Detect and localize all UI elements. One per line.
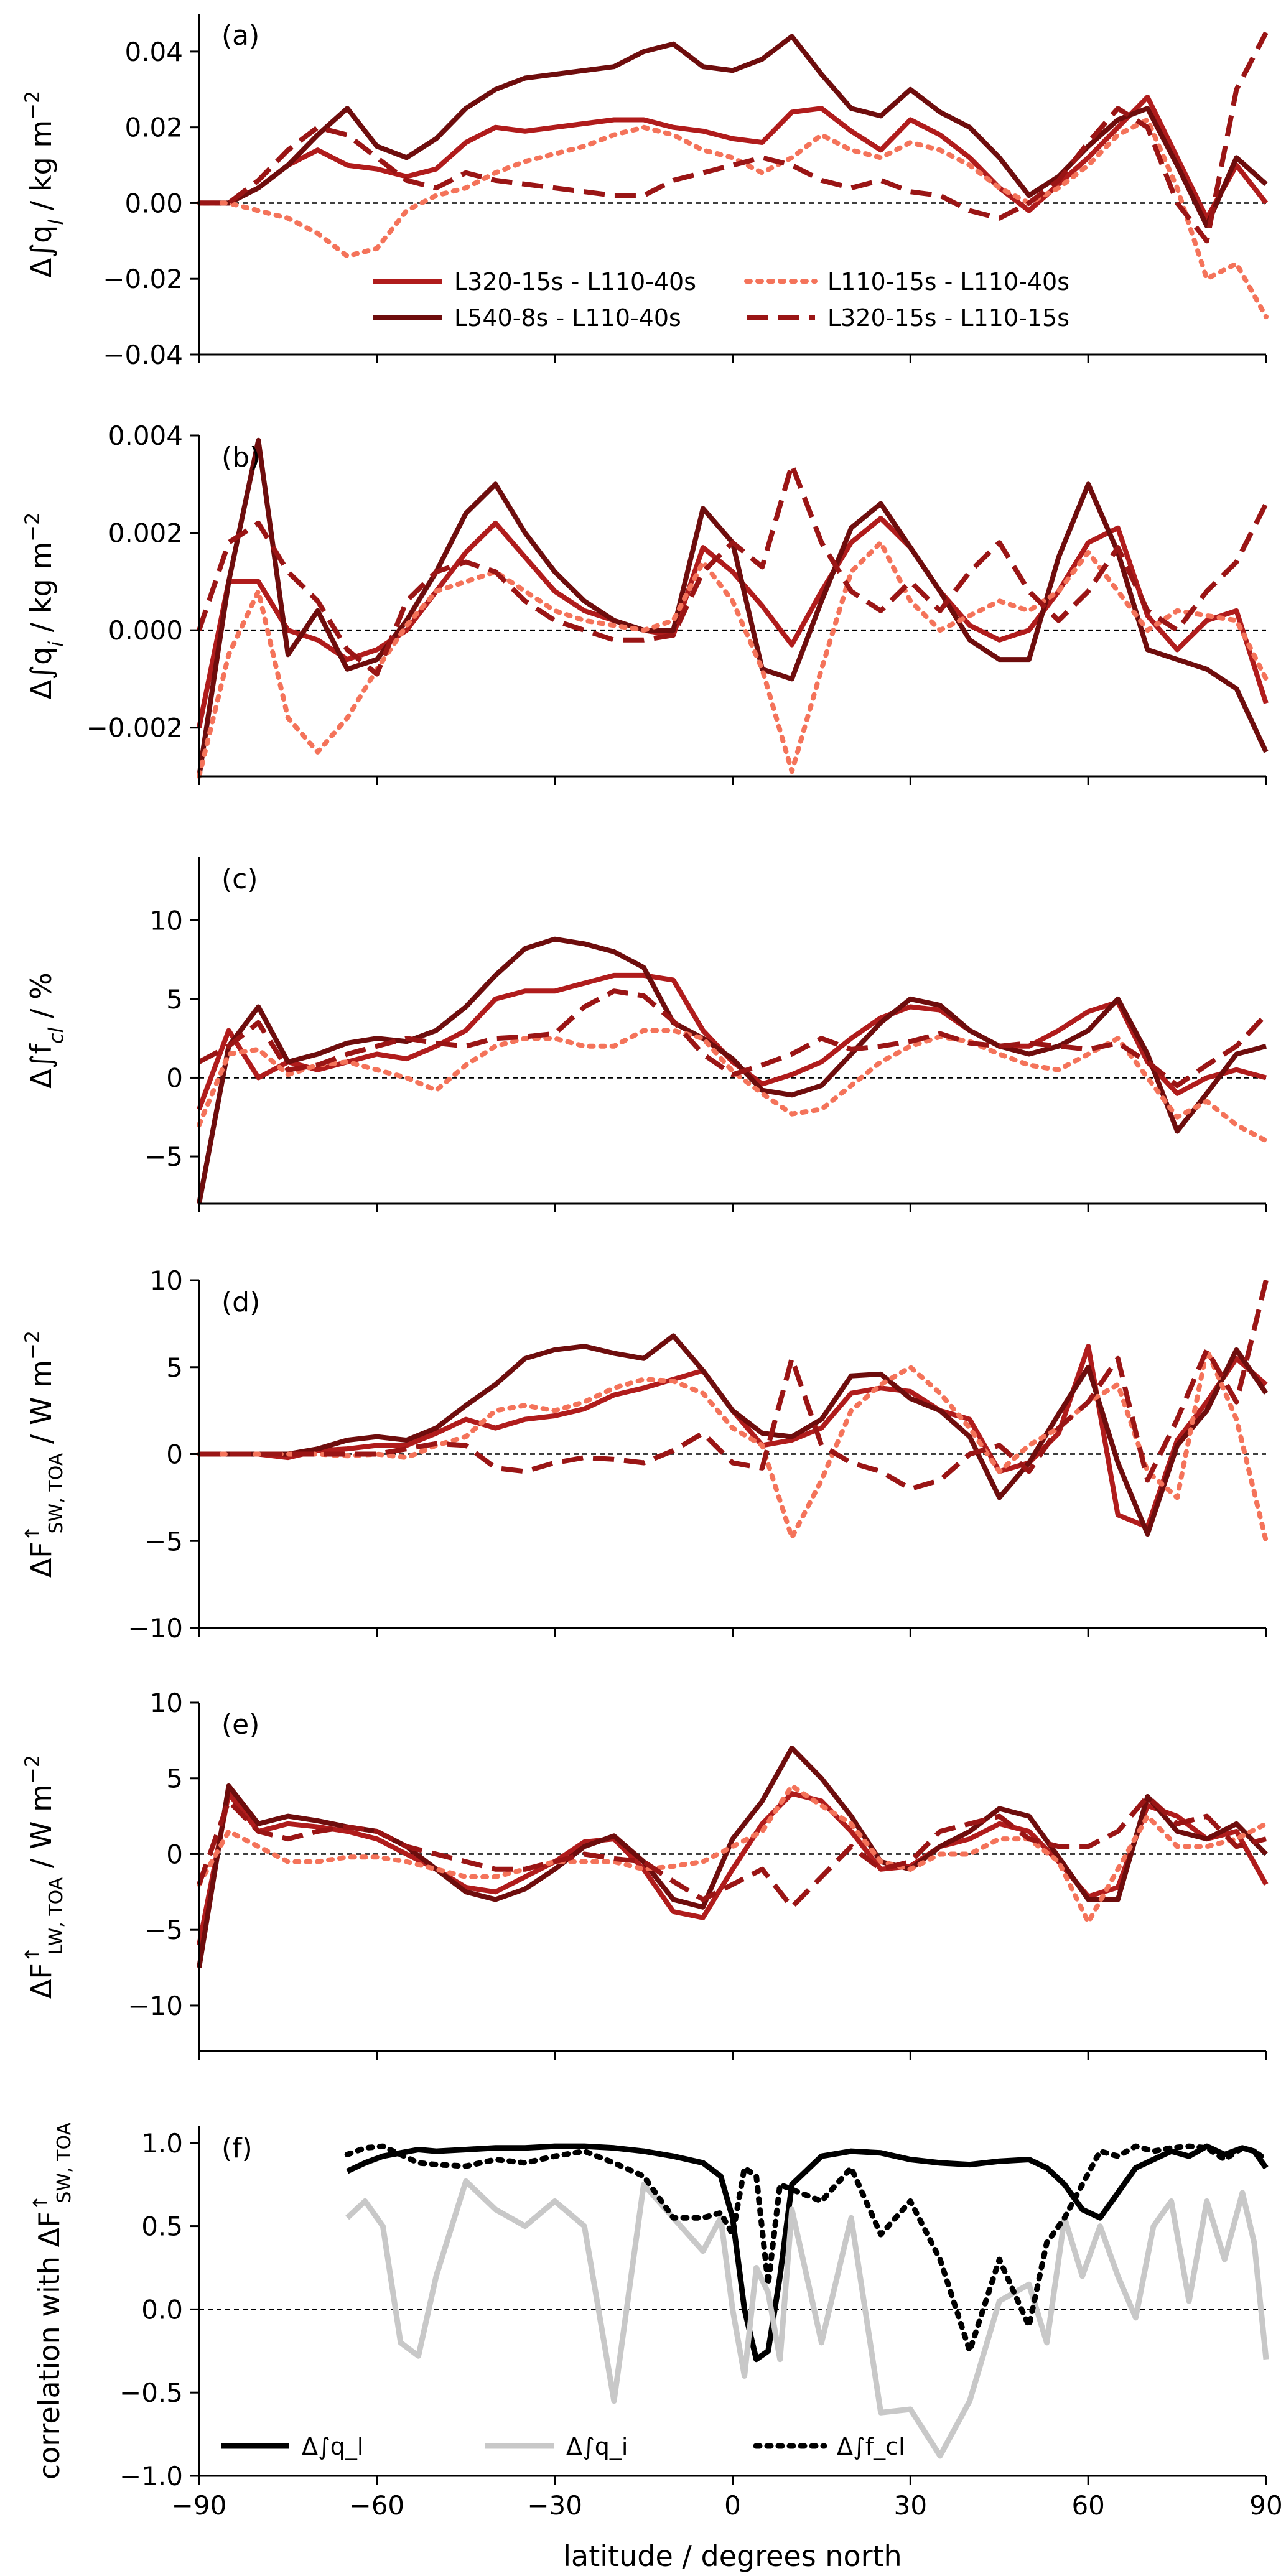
y-tick-label: 1.0 [141, 2128, 183, 2159]
y-axis-label-part: i [44, 641, 68, 647]
y-tick-label: 10 [150, 905, 183, 936]
y-axis-label-part: ↑ [21, 1525, 44, 1541]
y-axis-label-part: ΔF [24, 1963, 58, 1999]
series-line [197, 1794, 1267, 1910]
y-tick-label: −5 [144, 1526, 183, 1556]
legend-label: L110-15s - L110-40s [827, 268, 1069, 295]
y-axis-label-part: / W m [24, 1360, 58, 1453]
series-line [197, 462, 1269, 677]
y-axis-label-part: / kg m [24, 542, 58, 641]
y-axis-label: Δ∫qi / kg m−2 [21, 513, 68, 700]
y-tick-label: 0.002 [108, 518, 183, 549]
legend-label: Δ∫f_cl [837, 2433, 905, 2460]
y-axis-label-part: −2 [21, 1755, 44, 1784]
series-line [197, 437, 1269, 777]
y-axis-label-part: −2 [21, 513, 44, 542]
panel-label: (e) [221, 1709, 259, 1741]
y-axis-label: correlation with ΔF↑SW, TOA [29, 2122, 75, 2480]
panel-label: (a) [221, 20, 259, 52]
y-tick-label: 10 [150, 1688, 183, 1718]
series-line [344, 2143, 1269, 2354]
y-tick-label: 10 [150, 1265, 183, 1296]
y-axis-label-part: SW, TOA [45, 1453, 67, 1533]
y-tick-label: −0.02 [103, 264, 183, 294]
y-tick-label: −0.5 [119, 2378, 183, 2408]
y-axis-label-part: / W m [24, 1784, 58, 1877]
y-tick-label: −1.0 [119, 2461, 183, 2491]
y-axis-label-part: Δ∫q [24, 225, 58, 278]
y-tick-label: 5 [166, 1352, 183, 1383]
series-line [197, 1791, 1269, 1946]
y-axis-label-part: ΔF [24, 1541, 58, 1578]
x-tick-label: 90 [1249, 2490, 1282, 2521]
y-axis-label-part: / % [24, 972, 58, 1027]
series-line [346, 2143, 1269, 2363]
y-tick-label: 0 [166, 1439, 183, 1470]
series-line [199, 1333, 1269, 1537]
series-line [197, 516, 1269, 728]
legend-label: L320-15s - L110-15s [827, 304, 1069, 332]
y-axis-label-part: cl [44, 1028, 68, 1044]
y-tick-label: −10 [128, 1991, 183, 2021]
y-tick-label: −5 [144, 1142, 183, 1172]
y-tick-label: 0.04 [124, 37, 183, 67]
y-axis-label: Δ∫ql / kg m−2 [21, 91, 68, 278]
y-tick-label: −10 [128, 1613, 183, 1644]
y-tick-label: 0 [166, 1839, 183, 1869]
panel-label: (f) [221, 2132, 253, 2164]
y-tick-label: 0.02 [124, 113, 183, 143]
y-axis-label-part: correlation with ΔF [32, 2211, 66, 2480]
y-axis-label-part: SW, TOA [54, 2122, 75, 2203]
series-line [197, 1028, 1269, 1143]
series-line [197, 1783, 1269, 1925]
y-axis-label: Δ∫fcl / % [24, 972, 68, 1089]
y-tick-label: −0.002 [86, 713, 183, 743]
y-axis-label-part: ↑ [29, 2195, 52, 2211]
y-tick-label: 0.0 [141, 2294, 183, 2325]
y-tick-label: 5 [166, 984, 183, 1015]
legend-label: L540-8s - L110-40s [454, 304, 681, 332]
y-axis-label-part: l [44, 220, 68, 225]
series-line [345, 2178, 1269, 2459]
y-axis-label-part: LW, TOA [45, 1877, 67, 1955]
y-tick-label: −5 [144, 1915, 183, 1945]
x-tick-label: −30 [527, 2490, 582, 2521]
series-line [197, 936, 1267, 1204]
x-axis-label: latitude / degrees north [563, 2539, 902, 2573]
panel-label: (c) [221, 863, 258, 895]
legend-label: Δ∫q_l [302, 2433, 363, 2460]
x-tick-label: 30 [894, 2490, 927, 2521]
legend-label: Δ∫q_i [566, 2433, 628, 2460]
x-tick-label: −90 [172, 2490, 227, 2521]
x-tick-label: 0 [724, 2490, 741, 2521]
y-axis-label-part: ↑ [21, 1946, 44, 1963]
panel-label: (d) [221, 1286, 260, 1318]
series-line [199, 95, 1269, 221]
x-tick-label: −60 [350, 2490, 405, 2521]
y-tick-label: 0.004 [108, 421, 183, 451]
y-axis-label-part: Δ∫f [24, 1043, 58, 1088]
y-tick-label: 0.00 [124, 188, 183, 218]
y-tick-label: 0.000 [108, 615, 183, 646]
series-line [199, 1280, 1269, 1492]
y-tick-label: −0.04 [103, 340, 183, 370]
y-axis-label-part: −2 [21, 1331, 44, 1360]
series-line [197, 117, 1269, 320]
y-tick-label: 0 [166, 1062, 183, 1093]
y-axis-label-part: −2 [21, 91, 44, 120]
panel-label: (b) [221, 442, 260, 473]
series-line [197, 1746, 1268, 1968]
y-axis-label-part: / kg m [24, 120, 58, 220]
series-line [199, 34, 1268, 228]
y-axis-label: ΔF↑LW, TOA / W m−2 [21, 1755, 67, 1999]
legend-label: L320-15s - L110-40s [454, 268, 696, 295]
y-tick-label: 5 [166, 1764, 183, 1794]
y-tick-label: 0.5 [141, 2211, 183, 2242]
series-line [198, 988, 1268, 1089]
y-axis-label: ΔF↑SW, TOA / W m−2 [21, 1331, 67, 1578]
y-axis-label-part: Δ∫q [24, 647, 58, 700]
x-tick-label: 60 [1071, 2490, 1104, 2521]
